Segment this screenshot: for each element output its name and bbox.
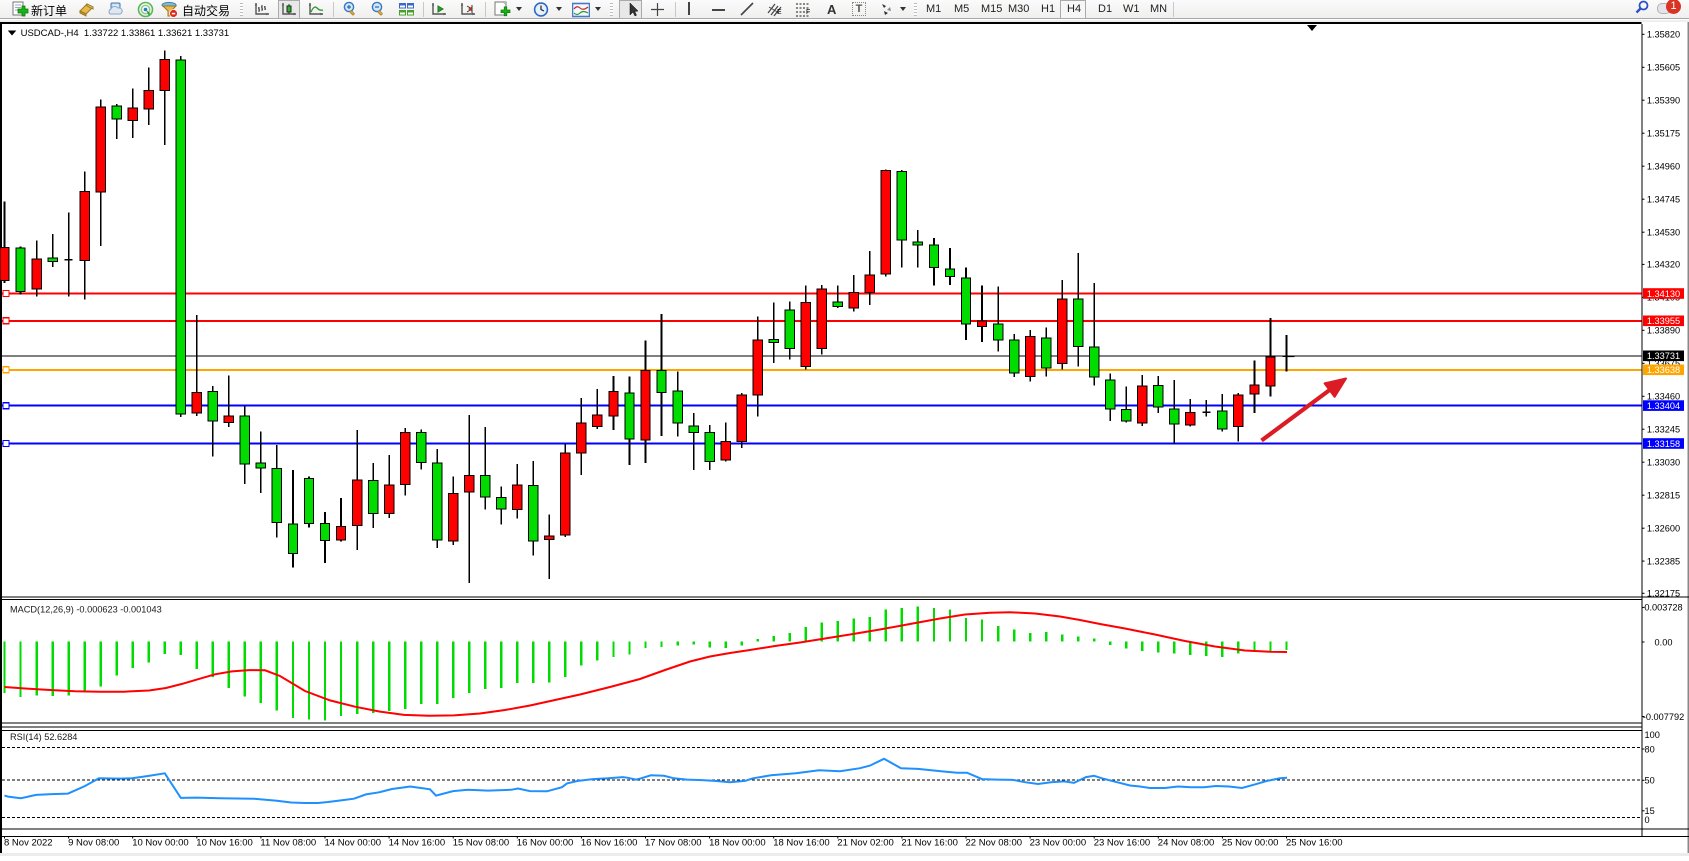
svg-text:1.34130: 1.34130 [1647,289,1680,299]
svg-text:9 Nov 08:00: 9 Nov 08:00 [68,838,119,849]
svg-text:18 Nov 16:00: 18 Nov 16:00 [773,838,830,849]
svg-text:21 Nov 16:00: 21 Nov 16:00 [901,838,958,849]
svg-text:50: 50 [1645,776,1655,786]
svg-text:RSI(14) 52.6284: RSI(14) 52.6284 [10,732,77,742]
svg-text:1.33030: 1.33030 [1647,458,1680,468]
svg-text:1.33158: 1.33158 [1647,439,1680,449]
svg-text:23 Nov 00:00: 23 Nov 00:00 [1030,838,1087,849]
svg-text:0.00: 0.00 [1655,637,1673,647]
svg-text:14 Nov 00:00: 14 Nov 00:00 [325,838,382,849]
svg-text:0: 0 [1645,815,1650,825]
svg-text:1.35605: 1.35605 [1647,63,1680,73]
svg-text:1.32175: 1.32175 [1647,589,1680,599]
svg-text:80: 80 [1645,744,1655,754]
svg-text:8 Nov 2022: 8 Nov 2022 [4,838,53,849]
svg-text:1.34960: 1.34960 [1647,162,1680,172]
svg-text:18 Nov 00:00: 18 Nov 00:00 [709,838,766,849]
svg-text:0.003728: 0.003728 [1644,603,1682,613]
svg-text:1.33638: 1.33638 [1647,365,1680,375]
svg-text:1.33731: 1.33731 [1647,351,1680,361]
svg-text:1.32600: 1.32600 [1647,524,1680,534]
svg-text:1.34745: 1.34745 [1647,195,1680,205]
svg-text:100: 100 [1645,730,1660,740]
svg-text:-0.007792: -0.007792 [1643,712,1684,722]
svg-text:15 Nov 08:00: 15 Nov 08:00 [453,838,510,849]
svg-text:17 Nov 08:00: 17 Nov 08:00 [645,838,702,849]
svg-text:1.33245: 1.33245 [1647,425,1680,435]
svg-text:1.34320: 1.34320 [1647,260,1680,270]
svg-text:1.35390: 1.35390 [1647,96,1680,106]
svg-text:23 Nov 16:00: 23 Nov 16:00 [1094,838,1151,849]
svg-text:10 Nov 00:00: 10 Nov 00:00 [132,838,189,849]
svg-text:25 Nov 00:00: 25 Nov 00:00 [1222,838,1279,849]
svg-text:25 Nov 16:00: 25 Nov 16:00 [1286,838,1343,849]
svg-text:1.34530: 1.34530 [1647,228,1680,238]
svg-text:1.35175: 1.35175 [1647,129,1680,139]
svg-text:1.33404: 1.33404 [1647,401,1680,411]
svg-text:24 Nov 08:00: 24 Nov 08:00 [1158,838,1215,849]
svg-text:1.32385: 1.32385 [1647,556,1680,566]
svg-text:1.33955: 1.33955 [1647,316,1680,326]
svg-text:21 Nov 02:00: 21 Nov 02:00 [837,838,894,849]
svg-text:1.35820: 1.35820 [1647,30,1680,40]
svg-text:11 Nov 08:00: 11 Nov 08:00 [260,838,316,849]
svg-text:22 Nov 08:00: 22 Nov 08:00 [966,838,1023,849]
svg-text:MACD(12,26,9) -0.000623 -0.001: MACD(12,26,9) -0.000623 -0.001043 [10,605,162,615]
svg-text:1.32815: 1.32815 [1647,491,1680,501]
svg-text:USDCAD-,H4 1.33722 1.33861 1.: USDCAD-,H4 1.33722 1.33861 1.33621 1.337… [21,28,230,39]
svg-text:16 Nov 16:00: 16 Nov 16:00 [581,838,638,849]
svg-text:1.33890: 1.33890 [1647,326,1680,336]
svg-text:10 Nov 16:00: 10 Nov 16:00 [196,838,253,849]
svg-text:16 Nov 00:00: 16 Nov 00:00 [517,838,574,849]
svg-text:14 Nov 16:00: 14 Nov 16:00 [389,838,446,849]
